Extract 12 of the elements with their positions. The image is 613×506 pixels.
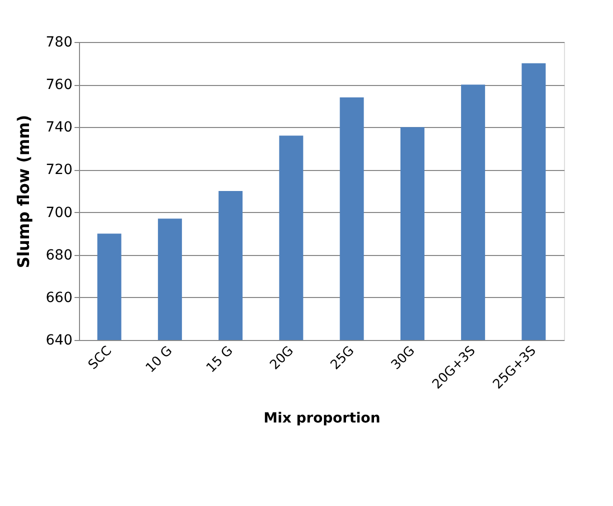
x-tick-label: 10 G xyxy=(143,344,176,376)
y-tick-label: 640 xyxy=(46,332,72,348)
x-axis-title: Mix proportion xyxy=(264,410,380,427)
y-tick-label: 660 xyxy=(46,290,72,306)
y-tick-label: 680 xyxy=(46,247,72,264)
y-axis-title: Slump flow (mm) xyxy=(14,114,33,268)
y-tick-label: 700 xyxy=(46,204,72,221)
y-tick-label: 720 xyxy=(46,162,72,178)
x-tick-label: 15 G xyxy=(204,344,236,376)
y-tick-label: 760 xyxy=(46,77,72,94)
y-tick-label: 780 xyxy=(46,34,72,50)
y-tick-label: 740 xyxy=(46,120,72,136)
